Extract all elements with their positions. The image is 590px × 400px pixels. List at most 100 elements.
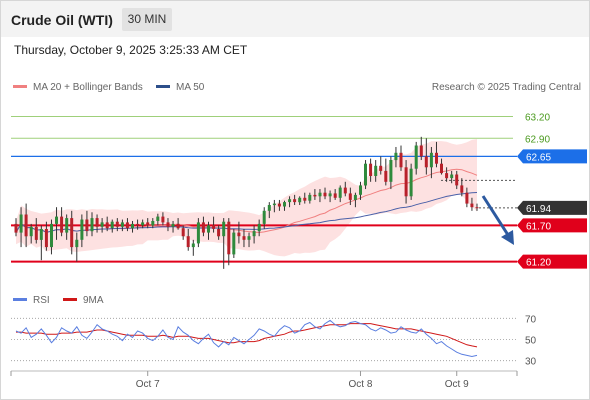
x-tick-label: Oct 7 (136, 379, 160, 390)
candle-body (394, 152, 398, 161)
projection-arrow (481, 195, 514, 245)
rsi-line (15, 319, 478, 358)
timeframe-button[interactable]: 30 MIN (122, 8, 172, 31)
candle (90, 212, 94, 237)
candle (171, 220, 175, 233)
candle-body (313, 194, 317, 197)
candle-body (80, 219, 84, 240)
candle-body (333, 193, 337, 198)
candle (156, 213, 160, 226)
candle-body (39, 229, 43, 240)
rsi-panel: 70 50 30 (11, 314, 537, 368)
candle-body (399, 152, 403, 168)
level-tag-text-61.94: 61.94 (526, 204, 551, 215)
candle (465, 187, 469, 208)
candle (343, 181, 347, 197)
candle-body (217, 229, 221, 237)
candle (196, 218, 200, 248)
candle-body (435, 152, 438, 164)
candle (277, 199, 281, 211)
candle-body (419, 145, 423, 157)
candle-body (288, 199, 292, 203)
candle (353, 192, 357, 208)
candle (369, 158, 373, 182)
candle (409, 163, 413, 200)
candle-body (196, 222, 200, 244)
candle (75, 232, 79, 262)
rsi-tick-30: 30 (525, 357, 537, 368)
candle-body (257, 223, 261, 232)
candle (39, 225, 43, 261)
candle-body (50, 223, 53, 248)
candle (359, 181, 362, 200)
candle (105, 216, 109, 232)
candle (100, 218, 104, 233)
candle (14, 218, 18, 237)
level-tag-62.65 (517, 149, 587, 164)
instrument-title: Crude Oil (WTI) (11, 12, 113, 28)
candle (333, 189, 337, 200)
candle (283, 200, 286, 211)
candle-body (75, 239, 79, 248)
candle-body (14, 223, 18, 233)
candle (460, 178, 464, 197)
candle-body (151, 221, 155, 226)
candle (419, 136, 423, 161)
candle-body (470, 203, 474, 208)
candle-body (85, 219, 89, 232)
candle (217, 225, 221, 240)
level-tag-text-61.20: 61.20 (526, 258, 551, 269)
candle (55, 207, 58, 240)
candle (323, 187, 327, 200)
candle-body (348, 193, 352, 200)
candle (450, 170, 454, 184)
candle-body (440, 163, 443, 174)
candle (394, 146, 398, 168)
candle-body (105, 222, 109, 229)
candle-body (65, 218, 69, 233)
candle-body (379, 165, 383, 171)
candle (267, 202, 271, 219)
candle (24, 203, 28, 248)
timestamp: Thursday, October 9, 2025 3:25:33 AM CET (14, 43, 248, 57)
candlesticks (14, 136, 479, 269)
candle-body (55, 216, 58, 224)
candle (151, 218, 155, 229)
candle-body (298, 197, 302, 203)
legend-swatch-ma50 (156, 85, 170, 88)
candle-body (166, 222, 170, 227)
candle-body (293, 199, 297, 203)
candle-body (100, 222, 104, 227)
nine-ma-line (16, 323, 478, 348)
candle (399, 145, 403, 171)
candle-body (227, 221, 231, 255)
candle (414, 141, 418, 175)
candle-body (455, 174, 459, 186)
candle-body (450, 174, 454, 179)
candle (34, 218, 38, 244)
candle-body (176, 223, 180, 229)
candle-body (141, 222, 145, 226)
candle (176, 218, 180, 230)
candle (364, 160, 367, 190)
candle (384, 158, 388, 186)
candle-body (475, 207, 479, 209)
candle-body (343, 187, 347, 194)
candle (237, 221, 241, 244)
candle (207, 221, 210, 240)
candle-body (242, 236, 246, 240)
candle (242, 228, 246, 248)
candle (455, 170, 459, 190)
candle (313, 189, 317, 200)
candle (435, 141, 438, 168)
candle-body (262, 210, 266, 224)
credit-text: Research © 2025 Trading Central (432, 82, 581, 93)
candle (65, 214, 69, 240)
candle (338, 185, 342, 203)
candle (470, 197, 474, 211)
target-label-62.90: 62.90 (525, 134, 550, 145)
candle (303, 192, 307, 204)
candle (424, 138, 428, 175)
candle (115, 218, 119, 232)
candle (191, 239, 195, 256)
